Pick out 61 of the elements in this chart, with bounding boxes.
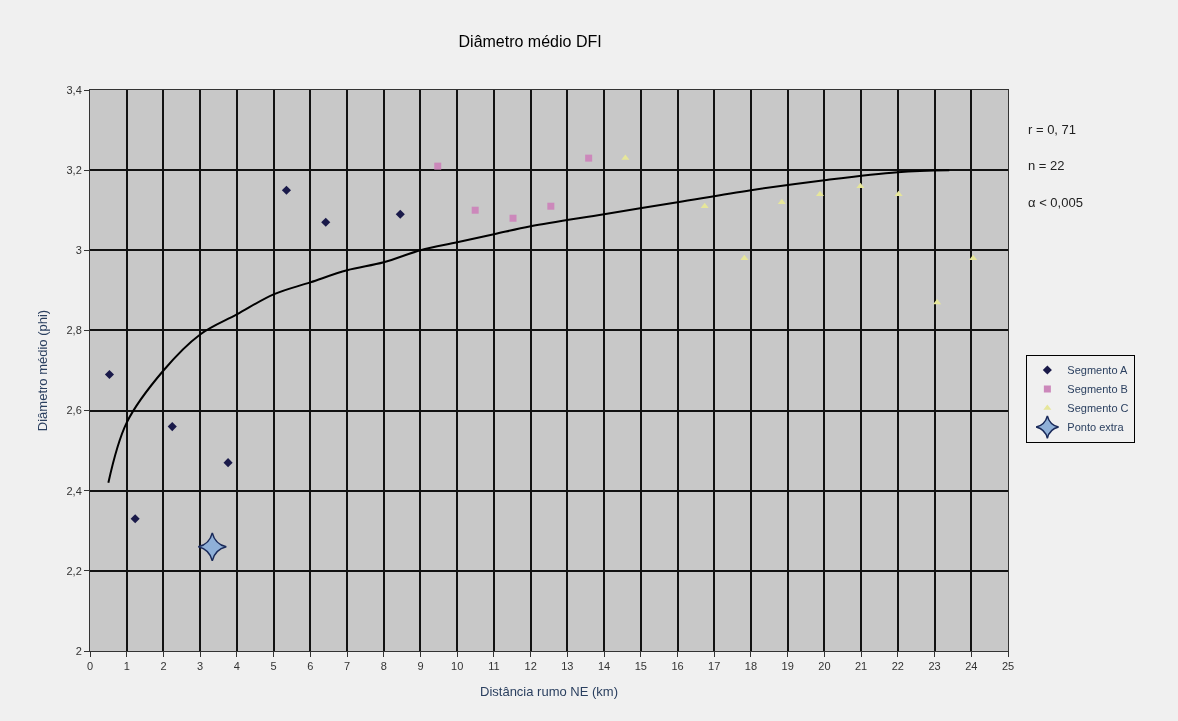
x-tick-label: 6 [307,660,314,673]
x-axis-title: Distância rumo NE (km) [480,683,618,699]
y-tick-label: 2,8 [66,324,82,337]
x-tick-label: 9 [417,660,424,673]
x-tick-label: 16 [671,660,684,673]
x-tick-label: 10 [451,660,464,673]
point [585,154,593,162]
x-tick-label: 5 [270,660,277,673]
y-tick-label: 2,6 [66,404,82,417]
point [933,298,942,305]
x-tick-label: 12 [524,660,537,673]
text: r = 0, 71 [1028,122,1077,137]
x-tick-label: 13 [561,660,574,673]
text: n = 22 [1028,158,1065,173]
y-tick-label: 3 [75,244,82,257]
point [969,254,978,261]
x-tick-label: 1 [123,660,130,673]
y-tick-label: 2,2 [66,564,82,577]
x-tick-label: 23 [928,660,941,673]
point [130,514,140,524]
x-tick-label: 25 [1001,660,1015,673]
legend-label: Segmento A [1067,364,1128,377]
point [104,369,115,380]
text: α < 0,005 [1028,195,1083,210]
x-tick-label: 17 [708,660,721,673]
y-tick-label: 3,4 [66,83,82,96]
legend-label: Segmento B [1067,383,1128,396]
point [547,202,555,210]
x-tick-label: 18 [744,660,758,673]
x-tick-label: 19 [781,660,794,673]
y-tick-label: 2,4 [66,484,82,497]
point [321,217,331,227]
point [509,214,517,222]
point [223,458,233,468]
x-tick-label: 0 [86,660,94,673]
y-tick-label: 3,2 [66,163,82,176]
point [395,209,405,219]
legend-label: Segmento C [1067,402,1129,415]
legend-label: Ponto extra [1067,421,1125,434]
x-tick-label: 11 [488,660,500,673]
x-tick-label: 8 [380,660,387,673]
point [471,206,479,214]
y-tick-label: 2 [75,644,82,657]
x-tick-label: 2 [160,660,167,673]
x-tick-label: 4 [233,660,240,673]
point [281,185,291,195]
x-tick-label: 3 [197,660,204,673]
x-tick-label: 21 [854,660,868,673]
y-axis-title: Diâmetro médio (phi) [35,309,51,432]
line-series [107,169,951,484]
chart-title: Diâmetro médio DFI [458,33,602,51]
point [740,254,749,261]
x-tick-label: 20 [818,660,831,673]
x-tick-label: 24 [965,660,978,673]
point [434,162,442,170]
point [197,532,228,562]
x-tick-label: 15 [634,660,647,673]
x-tick-label: 7 [343,660,351,673]
point [167,422,177,432]
x-tick-label: 14 [597,660,611,673]
x-tick-label: 22 [891,660,904,673]
